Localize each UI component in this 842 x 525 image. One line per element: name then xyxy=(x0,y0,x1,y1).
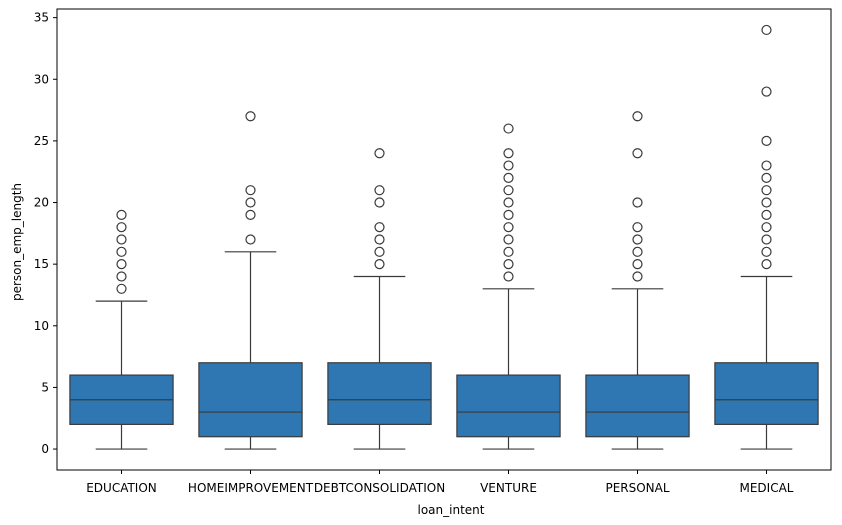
outlier-point xyxy=(503,185,514,196)
outlier-point xyxy=(245,234,256,245)
y-tick-label: 35 xyxy=(34,11,49,25)
outlier-point xyxy=(761,160,772,171)
y-tick-label: 25 xyxy=(34,134,49,148)
y-tick-label: 10 xyxy=(34,319,49,333)
outlier-point xyxy=(632,246,643,257)
outlier-point xyxy=(374,234,385,245)
outlier-point xyxy=(761,86,772,97)
box-iqr xyxy=(585,374,690,438)
y-tick-label: 5 xyxy=(41,380,49,394)
outlier-point xyxy=(503,259,514,270)
outlier-point xyxy=(245,185,256,196)
outlier-point xyxy=(245,197,256,208)
outlier-point xyxy=(503,197,514,208)
outlier-point xyxy=(116,234,127,245)
outlier-point xyxy=(116,259,127,270)
box-iqr xyxy=(714,362,819,425)
outlier-point xyxy=(761,172,772,183)
outlier-point xyxy=(374,259,385,270)
outlier-point xyxy=(503,160,514,171)
outlier-point xyxy=(245,209,256,220)
x-tick-label: VENTURE xyxy=(480,481,537,495)
y-tick-label: 0 xyxy=(41,442,49,456)
outlier-point xyxy=(761,24,772,36)
outlier-point xyxy=(374,222,385,233)
y-axis-label: person_emp_length xyxy=(10,183,24,301)
x-tick-label: PERSONAL xyxy=(605,481,669,495)
outlier-point xyxy=(503,222,514,233)
outlier-point xyxy=(761,135,772,146)
outlier-point xyxy=(503,234,514,245)
outlier-point xyxy=(632,234,643,245)
outlier-point xyxy=(116,246,127,257)
outlier-point xyxy=(503,271,514,282)
outlier-point xyxy=(632,111,643,122)
y-tick-label: 15 xyxy=(34,257,49,271)
y-tick-label: 30 xyxy=(34,72,49,86)
outlier-point xyxy=(116,209,127,220)
outlier-point xyxy=(761,246,772,257)
outlier-point xyxy=(761,234,772,245)
plot-frame xyxy=(56,8,832,471)
plot-area: 0 5 10 15 20 25 30 35 EDUCATION HOMEIMPROVEMENT DE… xyxy=(34,8,832,495)
outlier-point xyxy=(503,148,514,159)
x-axis-label: loan_intent xyxy=(418,503,485,517)
outlier-point xyxy=(503,172,514,183)
outlier-point xyxy=(116,283,127,294)
outlier-point xyxy=(503,123,514,134)
outlier-point xyxy=(374,185,385,196)
outlier-point xyxy=(761,222,772,233)
box-iqr xyxy=(198,362,303,438)
outlier-point xyxy=(632,259,643,270)
outlier-point xyxy=(116,222,127,233)
outlier-point xyxy=(761,197,772,208)
y-tick-label: 20 xyxy=(34,196,49,210)
outlier-point xyxy=(632,271,643,282)
outlier-point xyxy=(374,148,385,159)
box-iqr xyxy=(456,374,561,438)
outlier-point xyxy=(116,271,127,282)
outlier-point xyxy=(761,259,772,270)
outlier-point xyxy=(632,222,643,233)
x-tick-label: DEBTCONSOLIDATION xyxy=(314,481,445,495)
outlier-point xyxy=(374,197,385,208)
x-tick-label: HOMEIMPROVEMENT xyxy=(188,481,314,495)
x-tick-label: MEDICAL xyxy=(740,481,794,495)
x-tick-label: EDUCATION xyxy=(86,481,157,495)
outlier-point xyxy=(374,246,385,257)
outlier-point xyxy=(632,148,643,159)
outlier-point xyxy=(503,246,514,257)
outlier-point xyxy=(632,197,643,208)
outlier-point xyxy=(761,185,772,196)
outlier-point xyxy=(245,111,256,122)
outlier-point xyxy=(761,209,772,220)
outlier-point xyxy=(503,209,514,220)
box-iqr xyxy=(327,362,432,425)
